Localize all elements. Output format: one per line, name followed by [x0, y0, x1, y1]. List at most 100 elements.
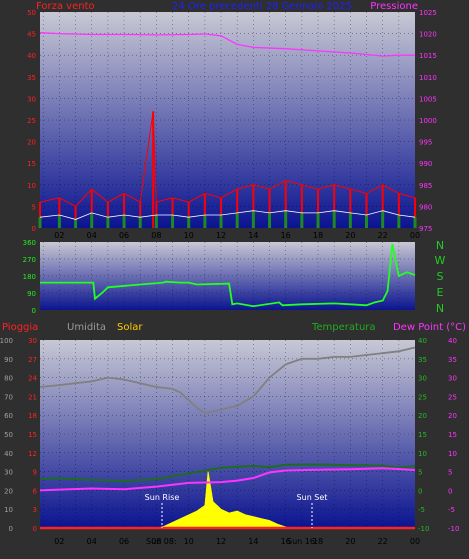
temperature-y-tick: 35	[418, 356, 427, 364]
solar-label: Solar	[117, 322, 143, 333]
climate-x-tick: 00	[410, 537, 420, 546]
direction-y-tick: 0	[32, 307, 36, 315]
rain-y-tick: 24	[28, 375, 37, 383]
wind-x-tick: 04	[87, 231, 97, 240]
wind-y-tick: 40	[27, 52, 36, 60]
wind-x-tick: 12	[216, 231, 226, 240]
humidity-y-tick: 60	[4, 412, 13, 420]
gust-line	[39, 111, 416, 208]
temperature-y-tick: 5	[418, 469, 422, 477]
humidity-line	[39, 346, 416, 415]
rain-y-tick: 15	[28, 431, 37, 439]
dewpoint-y-tick: 5	[448, 469, 452, 477]
dewpoint-y-tick: 10	[448, 450, 457, 458]
wind-x-tick: 08	[151, 231, 161, 240]
compass-s: S	[437, 270, 444, 283]
rain-y-tick: 18	[28, 412, 37, 420]
wind-y-tick: 0	[32, 225, 36, 233]
pressure-y-tick: 1010	[419, 74, 437, 82]
wind-x-tick: 02	[54, 231, 64, 240]
solar-area	[157, 471, 290, 529]
wind-x-tick: 16	[281, 231, 291, 240]
pressure-y-tick: 1020	[419, 31, 437, 39]
wind-x-tick: 10	[184, 231, 194, 240]
direction-line	[40, 243, 416, 308]
climate-x-tick: 20	[345, 537, 355, 546]
pressure-y-tick: 1025	[419, 9, 437, 17]
wind-x-tick: 06	[119, 231, 129, 240]
temperature-y-tick: -5	[418, 506, 425, 514]
rain-y-tick: 30	[28, 337, 37, 345]
pressure-y-tick: 1015	[419, 52, 437, 60]
wind-y-tick: 50	[27, 9, 36, 17]
wind-y-tick: 35	[27, 74, 36, 82]
pressure-y-tick: 1000	[419, 117, 437, 125]
compass-n-top: N	[436, 239, 444, 252]
compass-n-bottom: N	[436, 302, 444, 315]
dewpoint-y-tick: 40	[448, 337, 457, 345]
wind-y-tick: 20	[27, 139, 36, 147]
temperature-y-tick: -10	[418, 525, 429, 533]
wind-y-tick: 15	[27, 160, 36, 168]
temperature-y-tick: 30	[418, 375, 427, 383]
wind-y-tick: 5	[32, 203, 36, 211]
rain-y-tick: 3	[33, 506, 37, 514]
wind-x-tick: 20	[345, 231, 355, 240]
direction-y-tick: 180	[23, 273, 36, 281]
pressure-y-tick: 990	[419, 160, 432, 168]
rain-y-tick: 0	[33, 525, 37, 533]
dewpoint-y-tick: 35	[448, 356, 457, 364]
rain-y-tick: 21	[28, 393, 37, 401]
humidity-y-tick: 80	[4, 375, 13, 383]
wind-axis-label: Forza vento	[36, 1, 95, 12]
wind-y-tick: 10	[27, 182, 36, 190]
humidity-y-tick: 70	[4, 393, 13, 401]
climate-x-tick: 08	[151, 537, 161, 546]
temperature-y-tick: 10	[418, 450, 427, 458]
avg-line	[39, 210, 416, 220]
climate-x-tick: 14	[248, 537, 258, 546]
climate-x-tick: 22	[378, 537, 388, 546]
climate-x-tick: 12	[216, 537, 226, 546]
dewpoint-y-tick: 0	[448, 487, 452, 495]
sunrise-label: Sun Rise	[145, 493, 180, 502]
temperature-y-tick: 20	[418, 412, 427, 420]
sunset-label: Sun Set	[297, 493, 328, 502]
rain-y-tick: 27	[28, 356, 37, 364]
climate-x-tick: 06	[119, 537, 129, 546]
rain-y-tick: 6	[33, 487, 38, 495]
humidity-y-tick: 30	[4, 469, 13, 477]
rain-y-tick: 12	[28, 450, 37, 458]
humidity-y-tick: 100	[0, 337, 13, 345]
sunrise-time: Sun 08:	[146, 537, 177, 546]
wind-y-tick: 30	[27, 95, 36, 103]
wind-x-tick: 14	[248, 231, 258, 240]
direction-y-tick: 90	[27, 290, 36, 298]
pressure-y-tick: 980	[419, 203, 432, 211]
temperature-y-tick: 40	[418, 337, 427, 345]
pressure-axis-label: Pressione	[370, 1, 418, 12]
climate-x-tick: 02	[54, 537, 64, 546]
humidity-y-tick: 10	[4, 506, 13, 514]
humidity-y-tick: 90	[4, 356, 13, 364]
pressure-line	[39, 32, 415, 57]
dewpoint-y-tick: 15	[448, 431, 457, 439]
pressure-y-tick: 985	[419, 182, 432, 190]
compass-e: E	[437, 286, 444, 299]
wind-y-tick: 25	[27, 117, 36, 125]
wind-y-tick: 45	[27, 31, 36, 39]
dewpoint-y-tick: -10	[448, 525, 459, 533]
wind-x-tick: 18	[313, 231, 323, 240]
wind-x-tick: 00	[410, 231, 420, 240]
humidity-label: Umidita	[67, 322, 106, 333]
temperature-y-tick: 25	[418, 393, 427, 401]
dewpoint-y-tick: 20	[448, 412, 457, 420]
humidity-y-tick: 50	[4, 431, 13, 439]
humidity-y-tick: 0	[9, 525, 13, 533]
sunset-time: Sun 16:	[287, 537, 318, 546]
climate-x-tick: 18	[313, 537, 323, 546]
climate-x-tick: 10	[184, 537, 194, 546]
dewpoint-label: Dew Point (°C)	[393, 322, 466, 333]
